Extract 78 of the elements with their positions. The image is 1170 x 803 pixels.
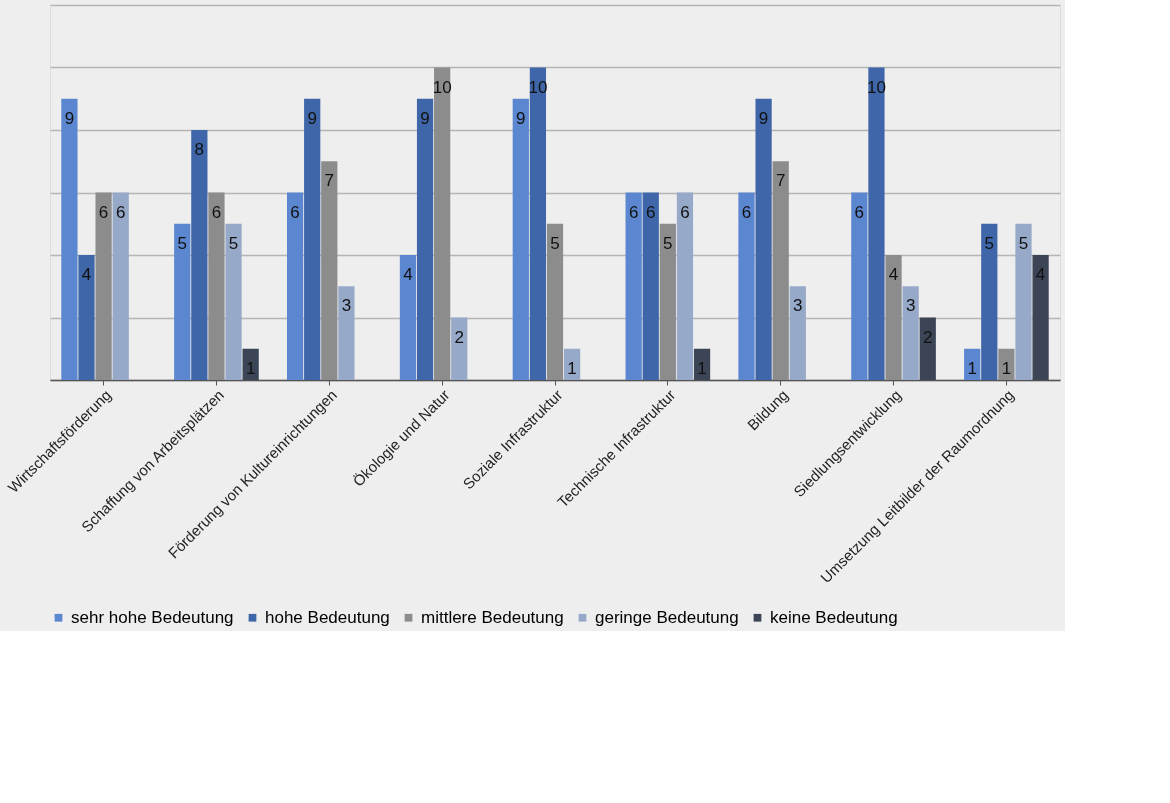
bar [625, 192, 642, 380]
bar [546, 223, 564, 380]
bar [434, 67, 451, 380]
data-label: 2 [923, 327, 933, 347]
bar [512, 98, 529, 380]
bar [1015, 223, 1032, 380]
data-label: 9 [307, 108, 317, 128]
bar [885, 255, 902, 380]
bar [772, 161, 789, 380]
bar [225, 223, 242, 380]
data-label: 6 [290, 202, 300, 222]
data-label: 9 [758, 108, 769, 128]
data-label: 6 [741, 202, 752, 222]
bar [529, 67, 547, 380]
data-label: 9 [516, 108, 526, 128]
bar [286, 192, 304, 380]
data-label: 3 [905, 296, 916, 316]
legend-label: keine Bedeutung [770, 607, 898, 627]
legend-label: sehr hohe Bedeutung [71, 607, 234, 627]
data-label: 6 [646, 202, 656, 222]
data-label: 1 [1001, 358, 1012, 378]
data-label: 1 [967, 358, 977, 378]
bar [1032, 255, 1049, 380]
data-label: 3 [793, 296, 803, 316]
data-label: 7 [775, 171, 786, 191]
data-label: 4 [81, 265, 92, 284]
bar [738, 192, 755, 380]
bar [676, 192, 694, 380]
data-label: 5 [663, 233, 673, 253]
bar [208, 192, 225, 380]
bar [304, 98, 321, 380]
bar [451, 317, 468, 380]
data-label: 6 [628, 202, 639, 222]
data-label: 7 [324, 171, 335, 191]
bar [919, 317, 936, 380]
bar [851, 192, 868, 380]
data-label: 1 [245, 358, 256, 378]
legend-label: mittlere Bedeutung [421, 607, 564, 627]
bar [95, 192, 112, 380]
data-label: 9 [420, 108, 430, 128]
legend-label: geringe Bedeutung [595, 607, 739, 627]
data-label: 9 [64, 108, 75, 128]
data-label: 4 [1035, 265, 1046, 284]
data-label: 6 [680, 202, 690, 222]
bar [61, 98, 78, 380]
bar [755, 98, 772, 380]
data-label: 4 [403, 265, 413, 284]
data-label: 5 [228, 233, 239, 253]
data-label: 5 [177, 233, 187, 253]
bar [338, 286, 355, 380]
data-label: 2 [454, 327, 464, 347]
data-label: 5 [550, 233, 560, 253]
bar [981, 223, 998, 380]
data-label: 4 [888, 265, 899, 284]
bar [191, 130, 208, 380]
data-label: 8 [194, 140, 205, 159]
bar [174, 223, 191, 380]
data-label: 5 [1018, 233, 1029, 253]
bar [789, 286, 806, 380]
bar [659, 223, 676, 380]
data-label: 6 [854, 202, 865, 222]
bar [112, 192, 129, 380]
data-label: 5 [984, 233, 995, 253]
bar [416, 98, 434, 380]
bar [998, 348, 1015, 380]
data-label: 3 [341, 296, 352, 316]
bar [902, 286, 919, 380]
legend-label: hohe Bedeutung [265, 607, 390, 627]
bar [78, 255, 95, 380]
bar [321, 161, 338, 380]
data-label: 1 [567, 358, 577, 378]
bar [399, 255, 417, 380]
data-label: 6 [98, 202, 109, 222]
bar [642, 192, 659, 380]
bar [868, 67, 885, 380]
data-label: 1 [697, 358, 707, 378]
data-label: 6 [211, 202, 222, 222]
data-label: 6 [115, 202, 126, 222]
